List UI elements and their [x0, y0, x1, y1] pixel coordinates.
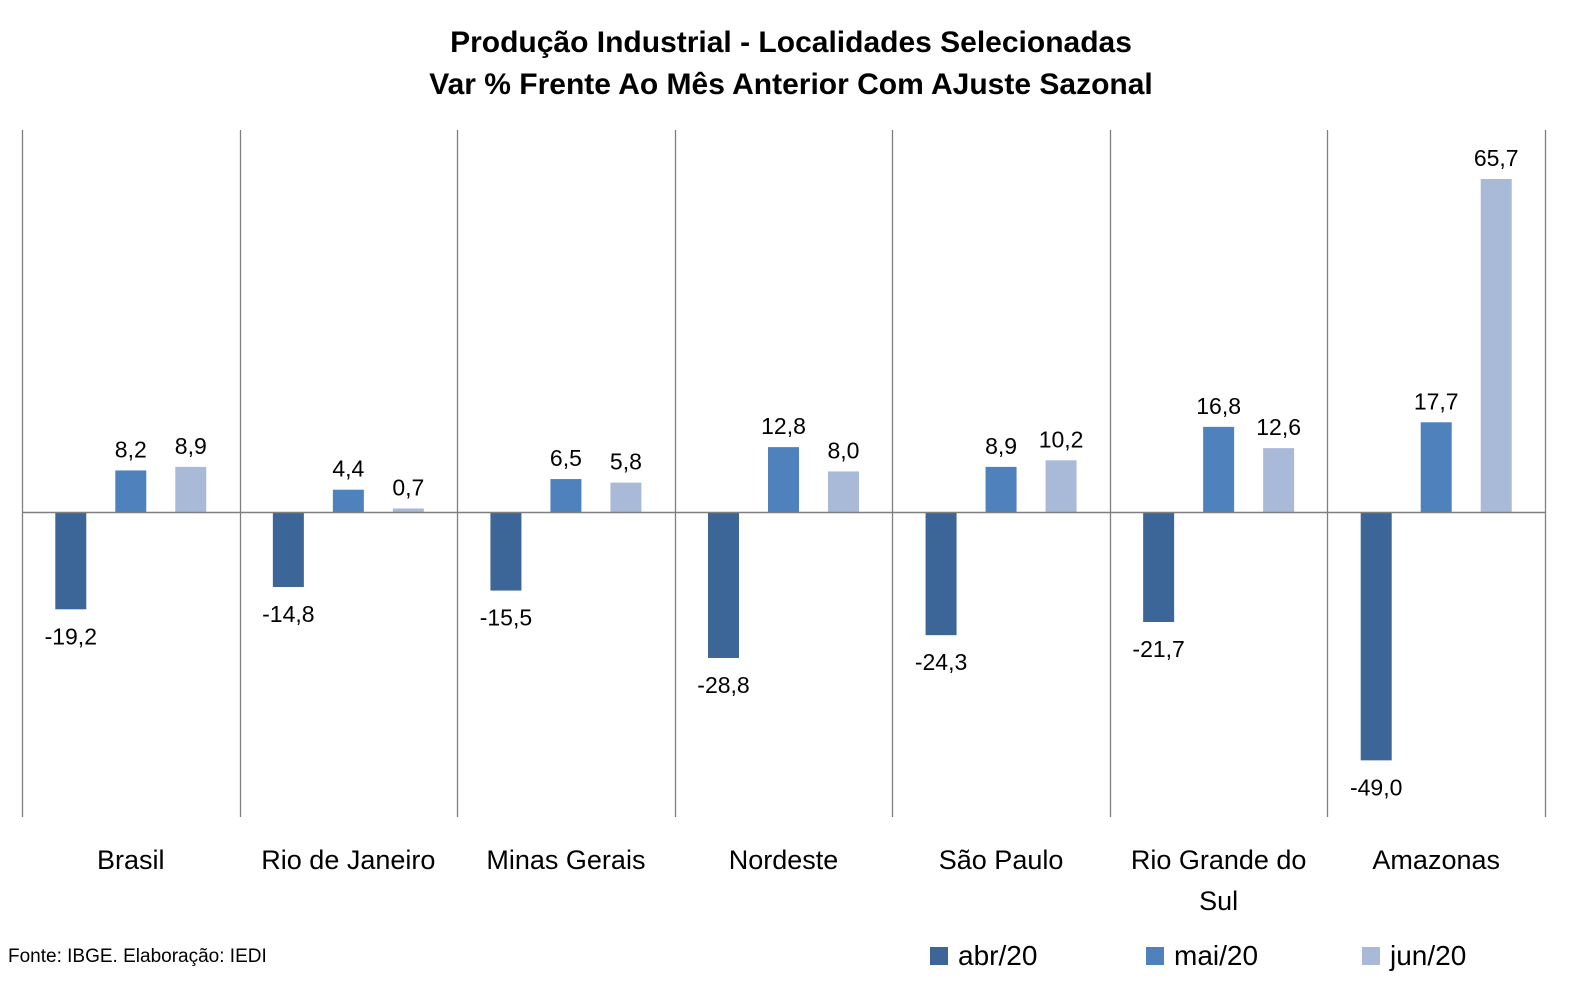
category-label: Amazonas	[1372, 845, 1500, 875]
bar-abr-20	[1360, 512, 1392, 761]
bar-jun-20	[828, 471, 859, 512]
data-label: 5,8	[610, 449, 642, 475]
bar-jun-20	[1263, 448, 1295, 512]
data-label: 8,9	[985, 433, 1017, 459]
chart-title-line1: Produção Industrial - Localidades Seleci…	[450, 26, 1132, 59]
chart-subtitle: Var % Frente Ao Mês Anterior Com AJuste …	[429, 68, 1153, 101]
data-label: -28,8	[697, 672, 749, 698]
data-label: 65,7	[1474, 145, 1519, 171]
data-label: 8,2	[115, 436, 147, 462]
bar-jun-20	[175, 466, 207, 512]
category-label: Rio Grande do	[1131, 845, 1307, 875]
chart-title: Produção Industrial - Localidades Seleci…	[0, 22, 1582, 106]
category-label: Rio de Janeiro	[261, 845, 435, 875]
bar-mai-20	[985, 466, 1017, 512]
bar-mai-20	[1420, 422, 1452, 512]
data-label: -15,5	[480, 605, 532, 631]
legend-swatch	[930, 947, 948, 965]
legend-item: jun/20	[1362, 934, 1466, 978]
bar-abr-20	[1143, 512, 1175, 622]
data-label: 10,2	[1039, 426, 1084, 452]
data-label: 16,8	[1196, 393, 1241, 419]
data-label: -24,3	[915, 649, 967, 675]
data-label: 12,6	[1256, 414, 1301, 440]
data-label: 0,7	[392, 474, 424, 500]
bar-mai-20	[550, 479, 582, 512]
bar-jun-20	[1045, 460, 1077, 512]
bar-mai-20	[1203, 426, 1235, 512]
category-label: São Paulo	[939, 845, 1064, 875]
data-label: 8,9	[175, 433, 207, 459]
legend-label: abr/20	[958, 940, 1038, 971]
legend-swatch	[1146, 947, 1164, 965]
data-label: 17,7	[1414, 388, 1459, 414]
source-note: Fonte: IBGE. Elaboração: IEDI	[8, 946, 267, 967]
bar-abr-20	[55, 512, 87, 610]
legend-item: mai/20	[1146, 934, 1258, 978]
data-label: -14,8	[262, 601, 314, 627]
bar-abr-20	[925, 512, 957, 636]
bar-mai-20	[332, 489, 364, 512]
data-label: -21,7	[1132, 636, 1184, 662]
legend-label: jun/20	[1390, 940, 1467, 971]
data-label: 4,4	[332, 456, 364, 482]
bar-abr-20	[272, 512, 304, 588]
category-label: Sul	[1199, 886, 1238, 916]
data-label: 8,0	[828, 437, 860, 463]
legend-label: mai/20	[1174, 940, 1259, 971]
data-label: -49,0	[1350, 774, 1402, 800]
data-label: 12,8	[761, 413, 806, 439]
bar-abr-20	[490, 512, 522, 591]
bar-abr-20	[708, 512, 739, 658]
category-label: Minas Gerais	[486, 845, 645, 875]
data-label: 6,5	[550, 445, 582, 471]
legend-item: abr/20	[930, 934, 1037, 978]
category-label: Nordeste	[729, 845, 839, 875]
bar-mai-20	[115, 470, 147, 512]
legend-swatch	[1362, 947, 1380, 965]
bar-mai-20	[768, 447, 799, 512]
bar-jun-20	[392, 508, 424, 512]
category-label: Brasil	[97, 845, 165, 875]
bar-jun-20	[1480, 179, 1512, 512]
data-label: -19,2	[45, 623, 97, 649]
legend: abr/20 mai/20 jun/20	[930, 934, 1570, 978]
bar-jun-20	[610, 482, 642, 512]
